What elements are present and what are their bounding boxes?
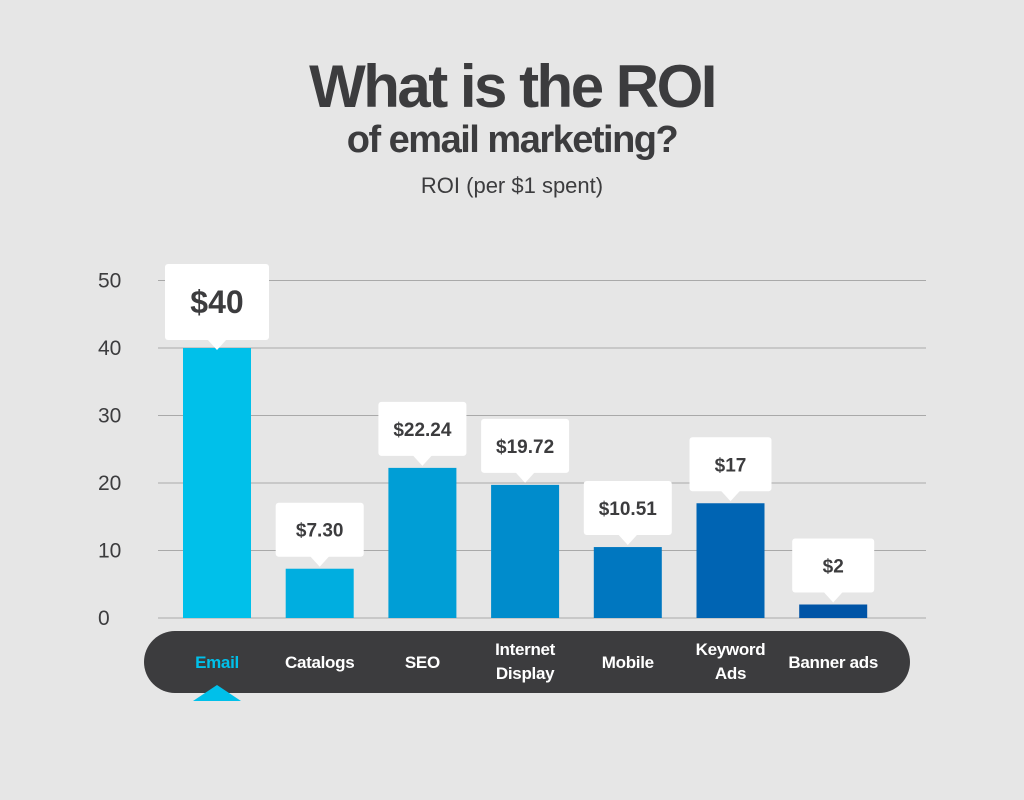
category-label-band bbox=[144, 631, 910, 693]
bar bbox=[799, 604, 868, 618]
value-callout-pointer bbox=[412, 454, 433, 466]
value-callout bbox=[689, 437, 772, 492]
category-label: Email bbox=[195, 653, 239, 672]
value-callout bbox=[275, 502, 364, 557]
value-callout bbox=[583, 481, 672, 536]
value-label: $7.30 bbox=[296, 521, 344, 542]
y-tick-label: 30 bbox=[98, 405, 121, 428]
category-label: SEO bbox=[405, 653, 440, 672]
value-callout-pointer bbox=[823, 591, 844, 603]
bar bbox=[696, 503, 765, 618]
value-label: $19.72 bbox=[496, 437, 554, 458]
category-label-line: Display bbox=[496, 664, 555, 683]
value-label: $2 bbox=[823, 557, 844, 578]
bar bbox=[388, 467, 457, 618]
value-callout-pointer bbox=[207, 339, 227, 350]
y-tick-label: 0 bbox=[98, 607, 110, 630]
category-label-line: Internet bbox=[495, 640, 556, 659]
value-callout bbox=[792, 538, 875, 593]
category-label: Internet Display bbox=[495, 640, 556, 683]
highlight-marker bbox=[193, 685, 241, 701]
value-callout-pointer bbox=[515, 471, 536, 483]
bar bbox=[491, 484, 560, 618]
category-label: Mobile bbox=[602, 653, 654, 672]
bar bbox=[593, 547, 662, 618]
category-label-line: Keyword bbox=[696, 640, 766, 659]
value-callout bbox=[378, 401, 467, 456]
y-tick-label: 10 bbox=[98, 540, 121, 563]
bar bbox=[285, 568, 354, 618]
value-callout-pointer bbox=[617, 534, 638, 546]
value-label: $40 bbox=[190, 284, 243, 320]
y-tick-label: 40 bbox=[98, 337, 121, 360]
chart-subtitle: ROI (per $1 spent) bbox=[420, 173, 604, 198]
value-callout bbox=[481, 418, 570, 473]
y-tick-label: 50 bbox=[98, 270, 121, 293]
bar bbox=[183, 348, 251, 618]
y-tick-label: 20 bbox=[98, 472, 121, 495]
category-label: Catalogs bbox=[285, 653, 354, 672]
value-label: $22.24 bbox=[393, 420, 452, 441]
value-label: $10.51 bbox=[599, 499, 658, 520]
value-callout-pointer bbox=[309, 555, 330, 567]
category-label-line: Ads bbox=[715, 664, 746, 683]
chart-title-line-2: of email marketing? bbox=[346, 119, 679, 161]
chart-title-line-1: What is the ROI bbox=[309, 53, 717, 120]
value-label: $17 bbox=[715, 455, 747, 476]
value-callout-pointer bbox=[720, 490, 741, 502]
category-label: Keyword Ads bbox=[696, 640, 766, 683]
category-label: Banner ads bbox=[788, 653, 878, 672]
value-callout bbox=[165, 264, 269, 340]
